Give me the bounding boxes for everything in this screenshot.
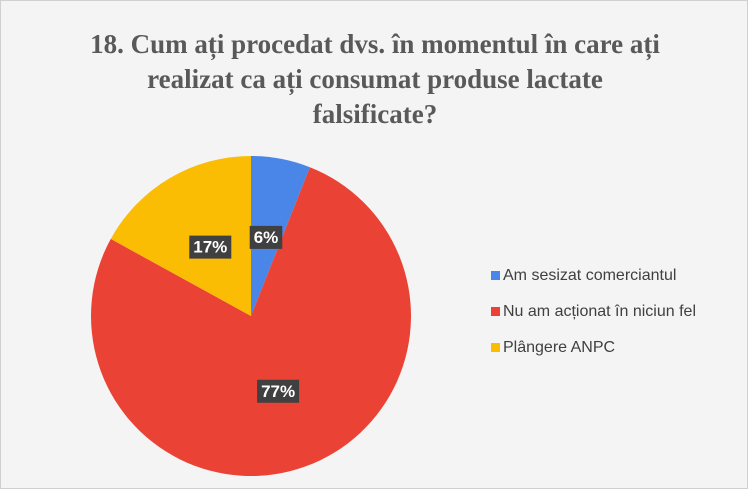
legend-swatch: [491, 307, 500, 316]
chart-title: 18. Cum ați procedat dvs. în momentul în…: [90, 29, 660, 129]
pie-slice: [90, 167, 411, 476]
legend-swatch: [491, 343, 500, 352]
pie-slice: [110, 156, 252, 316]
data-label: 17%: [193, 238, 227, 257]
data-label-box: [249, 225, 283, 249]
legend-label: Am sesizat comerciantul: [503, 267, 676, 284]
data-label: 77%: [261, 382, 295, 401]
data-label: 6%: [254, 228, 279, 247]
data-label-box: [189, 235, 232, 259]
legend-label: Plângere ANPC: [503, 339, 615, 356]
legend-swatch: [491, 271, 500, 280]
data-label-box: [257, 379, 300, 403]
legend-label: Nu am acționat în niciun fel: [503, 303, 696, 320]
